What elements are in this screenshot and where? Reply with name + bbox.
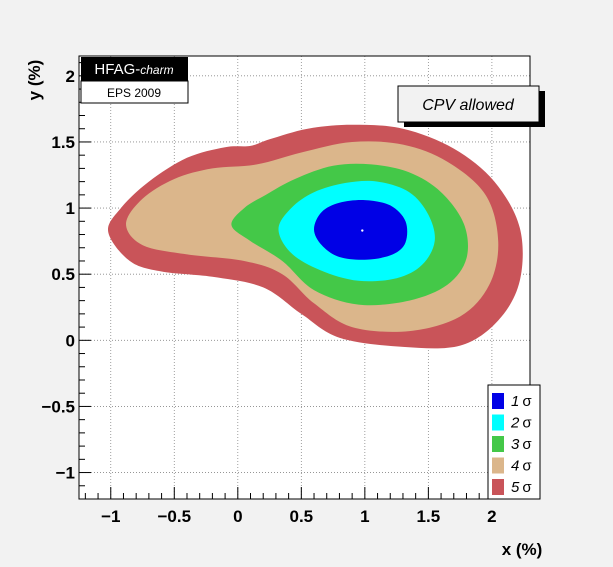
- y-tick-label: 2: [66, 67, 75, 86]
- legend: 1 σ 2 σ 3 σ 4 σ 5 σ: [487, 384, 541, 500]
- y-tick-label: −1: [56, 464, 75, 483]
- y-tick-label: 0.5: [51, 265, 75, 284]
- legend-swatch: [492, 414, 504, 431]
- x-tick-label: 0: [233, 507, 242, 526]
- x-tick-label: 2: [487, 507, 496, 526]
- hfag-badge: HFAG-charm EPS 2009: [80, 57, 189, 104]
- badge-title-italic: charm: [140, 63, 173, 77]
- annotation-text: CPV allowed: [422, 97, 515, 114]
- legend-swatch: [492, 479, 504, 495]
- best-fit-point: [361, 229, 364, 232]
- x-tick-labels: −1 −0.5 0 0.5 1 1.5 2: [101, 507, 497, 526]
- y-tick-labels: −1 −0.5 0 0.5 1 1.5 2: [41, 67, 75, 483]
- y-axis-title: y (%): [25, 60, 44, 101]
- y-tick-label: 1.5: [51, 133, 75, 152]
- x-tick-label: −1: [101, 507, 120, 526]
- contour-layer: [108, 124, 523, 349]
- legend-swatch: [492, 436, 504, 452]
- legend-swatch: [492, 457, 504, 474]
- cpv-annotation: CPV allowed: [397, 85, 545, 127]
- legend-swatch: [492, 393, 504, 409]
- axis-ticks: [79, 62, 518, 500]
- badge-title: HFAG-: [94, 61, 140, 78]
- x-axis-title: x (%): [502, 540, 543, 559]
- x-tick-label: 1.5: [417, 507, 441, 526]
- plot-frame: [78, 55, 531, 500]
- contour-1sigma: [314, 200, 408, 260]
- y-tick-label: 1: [66, 199, 75, 218]
- x-tick-label: 0.5: [290, 507, 314, 526]
- badge-subtitle: EPS 2009: [107, 86, 161, 100]
- y-tick-label: 0: [66, 331, 75, 350]
- x-tick-label: 1: [360, 507, 369, 526]
- y-tick-label: −0.5: [41, 397, 75, 416]
- x-tick-label: −0.5: [158, 507, 192, 526]
- svg-text:HFAG-charm: HFAG-charm: [94, 61, 173, 78]
